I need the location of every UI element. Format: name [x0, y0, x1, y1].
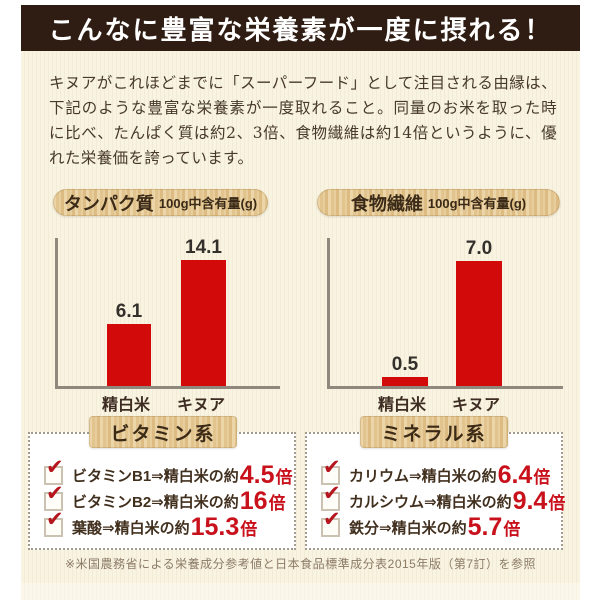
- checkmark-icon: ✔: [46, 481, 64, 505]
- item-suffix: 倍: [503, 519, 521, 539]
- list-item: ✔ カリウム⇒精白米の約 6.4 倍: [321, 457, 561, 489]
- item-label: 鉄分⇒精白米の約: [349, 519, 467, 537]
- bar-value-label: 7.0: [465, 238, 493, 259]
- list-item: ✔ カルシウム⇒精白米の約 9.4 倍: [321, 483, 565, 515]
- mineral-list: ✔ カリウム⇒精白米の約 6.4 倍 ✔ カルシウム⇒精白米の約 9.4 倍 ✔…: [307, 434, 565, 541]
- item-label: 葉酸⇒精白米の約: [72, 519, 190, 537]
- intro-text: キヌアがこれほどまでに「スーパーフード」として注目される由縁は、下記のような豊富…: [49, 74, 557, 167]
- chart-title-pill-fiber: 食物繊維 100g中含有量(g): [317, 189, 560, 216]
- item-value: 16: [239, 486, 268, 515]
- mineral-box-title: ミネラル系: [360, 416, 508, 448]
- bar-quinoa: [181, 260, 226, 386]
- item-suffix: 倍: [548, 493, 566, 513]
- bar-value-label: 6.1: [115, 301, 143, 322]
- vitamin-box: ✔ ビタミンB1⇒精白米の約 4.5 倍 ✔ ビタミンB2⇒精白米の約 16 倍…: [28, 432, 296, 550]
- item-suffix: 倍: [275, 467, 293, 487]
- header-banner: こんなに豊富な栄養素が一度に摂れる！: [21, 5, 580, 51]
- item-value: 9.4: [512, 486, 548, 515]
- list-item: ✔ 葉酸⇒精白米の約 15.3 倍: [44, 509, 294, 541]
- bar-chart-protein: 6.1 14.1: [55, 238, 280, 389]
- item-value: 4.5: [239, 460, 275, 489]
- vitamin-box-title: ビタミン系: [89, 416, 237, 448]
- checkmark-icon: ✔: [323, 507, 341, 531]
- item-suffix: 倍: [268, 493, 286, 513]
- list-item: ✔ ビタミンB1⇒精白米の約 4.5 倍: [44, 457, 294, 489]
- checkbox: ✔: [321, 457, 341, 485]
- checkbox: ✔: [321, 483, 341, 511]
- vitamin-list: ✔ ビタミンB1⇒精白米の約 4.5 倍 ✔ ビタミンB2⇒精白米の約 16 倍…: [30, 434, 294, 540]
- bar-white-rice: [107, 324, 151, 386]
- checkbox: ✔: [44, 457, 64, 485]
- bar-group-quinoa: 14.1: [181, 238, 226, 386]
- item-label: ビタミンB2⇒精白米の約: [72, 493, 239, 511]
- list-item: ✔ ビタミンB2⇒精白米の約 16 倍: [44, 483, 294, 515]
- checkmark-icon: ✔: [323, 455, 341, 479]
- chart-subtitle-label: 100g中含有量(g): [427, 196, 527, 211]
- chart-title-pill-protein: タンパク質 100g中含有量(g): [53, 189, 268, 216]
- checkbox: ✔: [321, 509, 341, 537]
- checkbox: ✔: [44, 509, 64, 537]
- x-axis-label-quinoa: キヌア: [176, 397, 226, 414]
- bar-white-rice: [382, 377, 428, 386]
- x-axis-label-quinoa: キヌア: [451, 397, 501, 414]
- bottom-strip: [21, 583, 580, 600]
- item-value: 6.4: [497, 460, 533, 489]
- list-item: ✔ 鉄分⇒精白米の約 5.7 倍: [321, 509, 561, 541]
- item-label: ビタミンB1⇒精白米の約: [72, 467, 239, 485]
- item-value: 15.3: [190, 512, 240, 541]
- bar-value-label: 14.1: [185, 237, 222, 258]
- item-suffix: 倍: [533, 467, 551, 487]
- x-axis-label-white-rice: 精白米: [101, 397, 151, 414]
- item-value: 5.7: [467, 512, 503, 541]
- main-panel: キヌアがこれほどまでに「スーパーフード」として注目される由縁は、下記のような豊富…: [21, 51, 580, 583]
- banner-title: こんなに豊富な栄養素が一度に摂れる！: [48, 14, 553, 45]
- chart-subtitle-label: 100g中含有量(g): [158, 196, 258, 211]
- bar-chart-fiber: 0.5 7.0: [327, 238, 563, 389]
- checkmark-icon: ✔: [323, 481, 341, 505]
- footnote-text: ※米国農務省による栄養成分参考値と日本食品標準成分表2015年版（第7訂）を参照: [64, 557, 537, 571]
- bar-quinoa: [456, 261, 502, 386]
- checkmark-icon: ✔: [46, 455, 64, 479]
- mineral-box: ✔ カリウム⇒精白米の約 6.4 倍 ✔ カルシウム⇒精白米の約 9.4 倍 ✔…: [305, 432, 565, 550]
- x-axis-label-white-rice: 精白米: [377, 397, 427, 414]
- chart-title-label: タンパク質: [63, 193, 154, 214]
- bar-group-white-rice: 0.5: [382, 238, 428, 386]
- checkbox: ✔: [44, 483, 64, 511]
- bar-value-label: 0.5: [391, 354, 419, 375]
- item-label: カリウム⇒精白米の約: [349, 467, 497, 485]
- item-suffix: 倍: [240, 519, 258, 539]
- bar-group-quinoa: 7.0: [456, 238, 502, 386]
- checkmark-icon: ✔: [46, 507, 64, 531]
- item-label: カルシウム⇒精白米の約: [349, 493, 512, 511]
- chart-title-label: 食物繊維: [350, 193, 423, 214]
- bar-group-white-rice: 6.1: [107, 238, 151, 386]
